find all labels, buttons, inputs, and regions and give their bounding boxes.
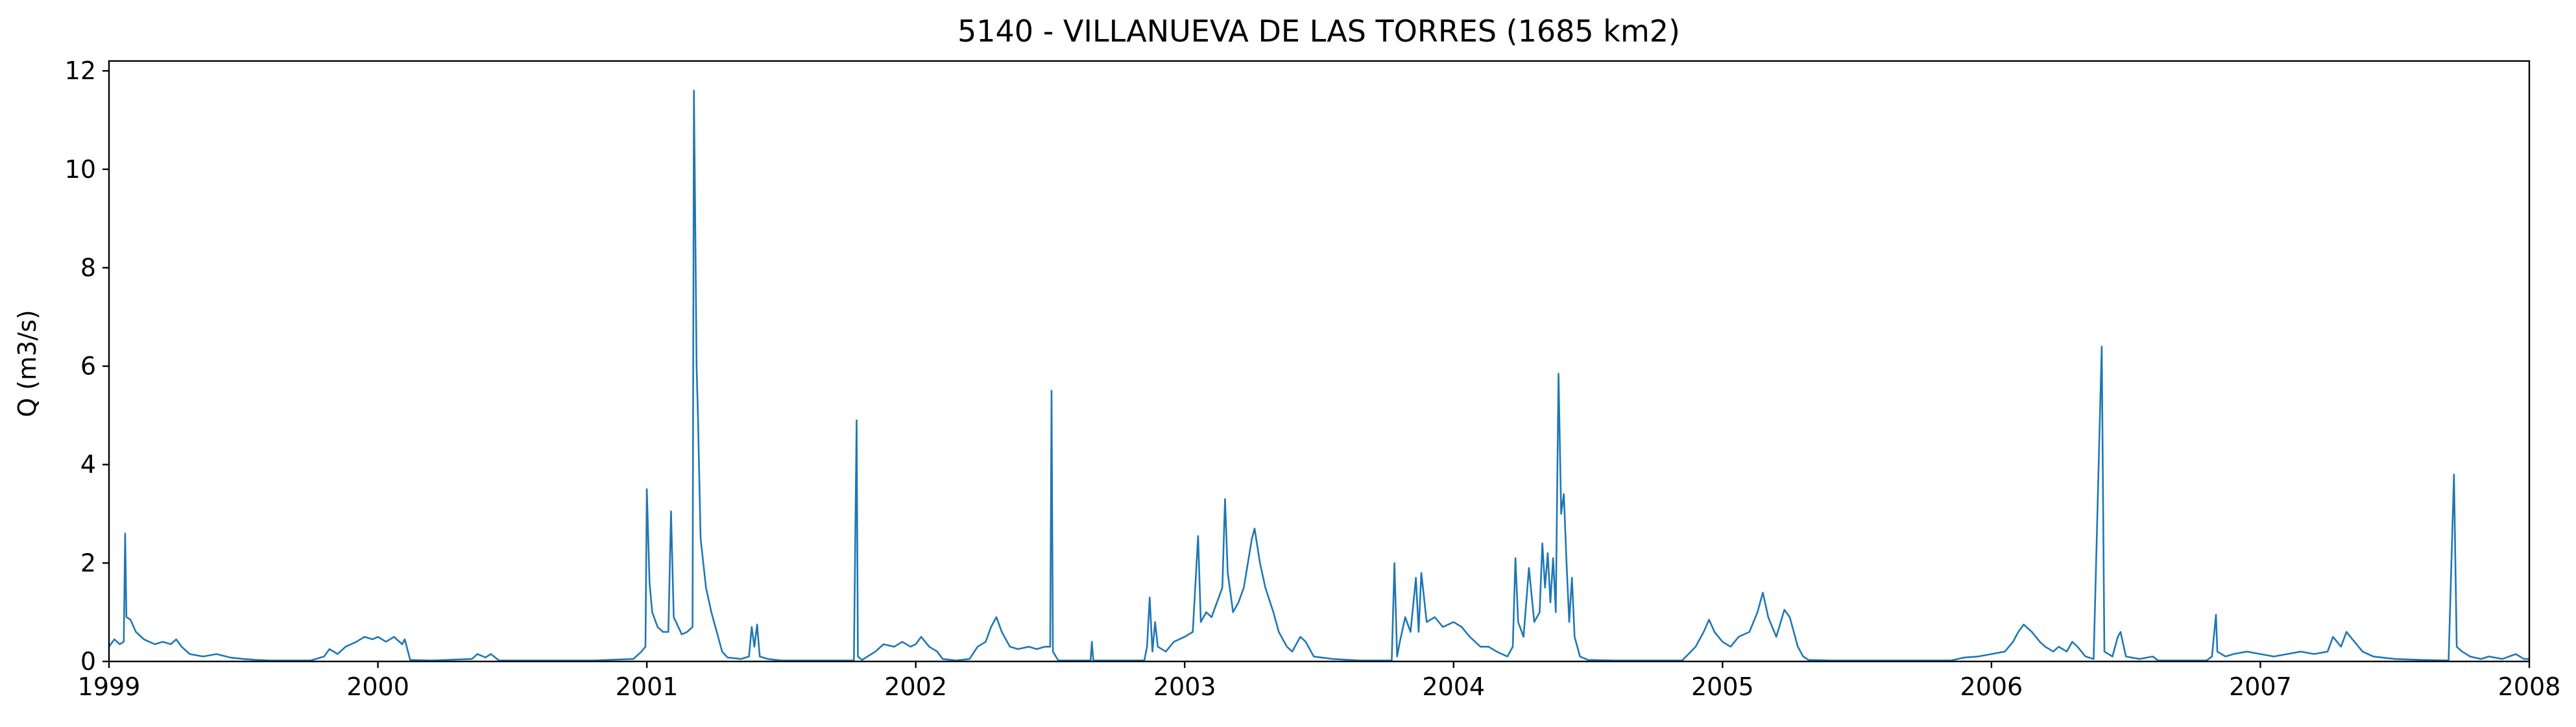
axes-frame [108, 60, 2531, 663]
y-tick-label: 10 [65, 155, 96, 184]
plot-line-layer [108, 90, 2529, 661]
y-tick-label: 4 [80, 450, 96, 479]
x-tick-label: 2004 [1422, 672, 1485, 701]
x-tick-label: 2003 [1153, 672, 1216, 701]
x-tick-label: 2007 [2229, 672, 2292, 701]
y-tick-label: 6 [80, 352, 96, 380]
chart-title: 5140 - VILLANUEVA DE LAS TORRES (1685 km… [957, 14, 1680, 49]
y-tick-label: 0 [80, 647, 96, 676]
y-tick-label: 8 [80, 253, 96, 282]
y-tick-label: 12 [65, 56, 96, 85]
x-tick-label: 2000 [346, 672, 409, 701]
series-line-0 [108, 90, 2529, 661]
y-axis-ticks: 0 2 4 6 8 10 12 [65, 56, 109, 676]
x-tick-label: 2005 [1691, 672, 1754, 701]
x-tick-label: 2001 [616, 672, 679, 701]
x-tick-label: 2008 [2498, 672, 2561, 701]
x-tick-label: 2006 [1960, 672, 2023, 701]
x-axis-ticks: 1999 2000 2001 2002 2003 2004 2005 2006 2007 2008 [78, 661, 2561, 701]
y-tick-label: 2 [80, 548, 96, 577]
x-tick-label: 2002 [884, 672, 947, 701]
y-axis-label: Q (m3/s) [13, 310, 42, 417]
x-tick-label: 1999 [78, 672, 141, 701]
